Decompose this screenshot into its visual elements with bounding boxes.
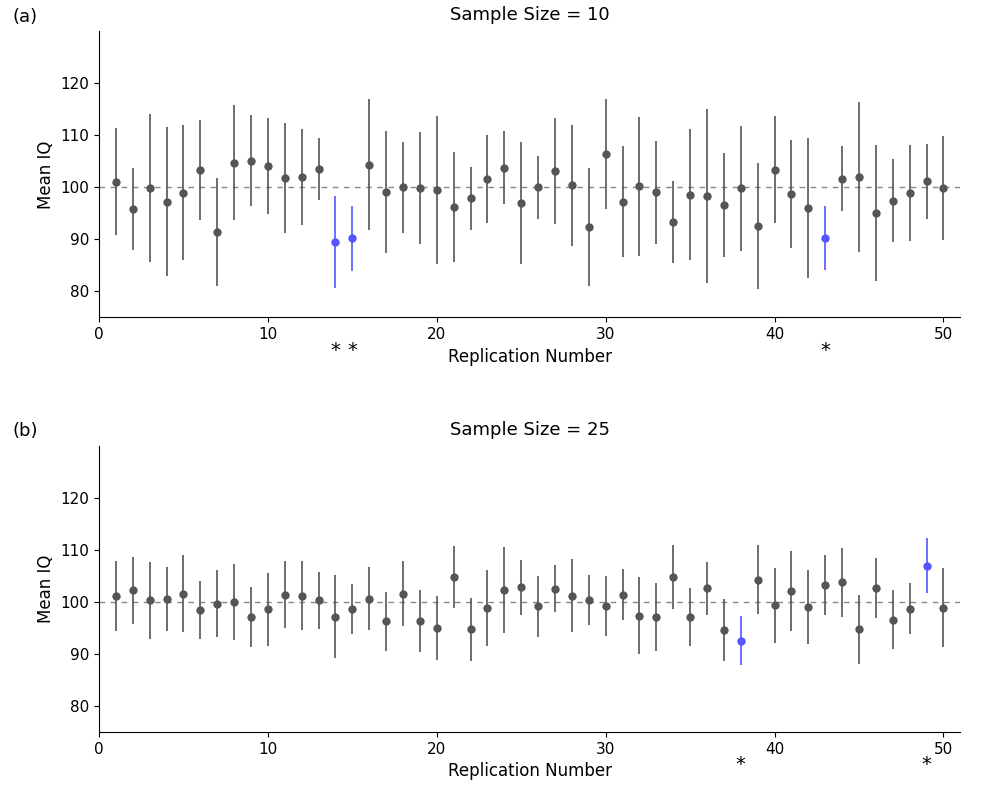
Title: Sample Size = 25: Sample Size = 25 xyxy=(449,421,610,439)
Text: *: * xyxy=(736,756,745,774)
Y-axis label: Mean IQ: Mean IQ xyxy=(37,555,54,623)
X-axis label: Replication Number: Replication Number xyxy=(447,348,612,366)
X-axis label: Replication Number: Replication Number xyxy=(447,762,612,780)
Title: Sample Size = 10: Sample Size = 10 xyxy=(449,6,610,24)
Text: *: * xyxy=(347,341,357,360)
Text: *: * xyxy=(821,341,831,360)
Text: *: * xyxy=(331,341,341,360)
Text: *: * xyxy=(922,756,932,774)
Y-axis label: Mean IQ: Mean IQ xyxy=(37,140,54,209)
Text: (b): (b) xyxy=(13,423,39,440)
Text: (a): (a) xyxy=(13,8,38,26)
